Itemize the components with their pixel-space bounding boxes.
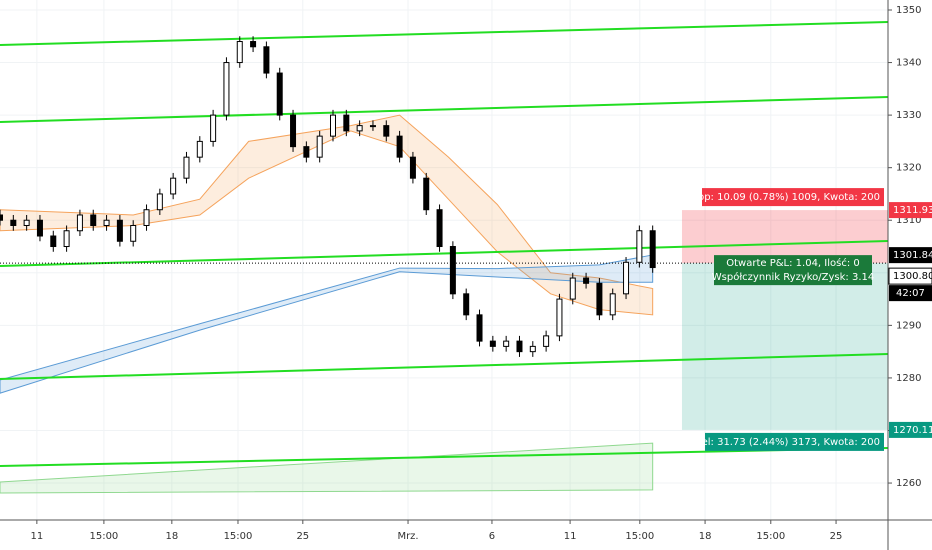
countdown: 42:07: [896, 288, 925, 299]
x-tick-label: 18: [165, 531, 178, 542]
candle-body: [0, 214, 3, 221]
candle-body: [489, 340, 496, 347]
y-tick-label: 1280: [896, 373, 921, 384]
candle-body: [396, 135, 403, 158]
stop-price-tag: 1311.93: [893, 205, 932, 216]
candle-body: [569, 277, 576, 300]
y-tick-label: 1330: [896, 110, 921, 121]
x-tick-label: 18: [699, 531, 712, 542]
candle-body: [210, 114, 217, 142]
x-tick-label: 25: [296, 531, 309, 542]
x-tick-label: 15:00: [625, 531, 654, 542]
trend-line: [0, 239, 889, 268]
candle-body: [263, 46, 270, 74]
candle-body: [10, 219, 17, 226]
candle-body: [436, 209, 443, 248]
x-tick-label: 11: [30, 531, 43, 542]
candle-body: [543, 335, 550, 347]
candle-body: [236, 41, 243, 64]
candle-body: [529, 345, 536, 353]
y-tick-label: 1320: [896, 163, 921, 174]
candle-body: [276, 72, 283, 116]
candle-body: [449, 246, 456, 295]
candle-body: [583, 277, 590, 284]
candle-body: [356, 125, 363, 132]
candle-body: [223, 62, 230, 116]
trend-line: [0, 353, 889, 381]
indicator-band: [0, 254, 654, 394]
candle-body: [143, 209, 150, 226]
candle-body: [50, 235, 57, 248]
candle-body: [516, 340, 523, 353]
candle-body: [63, 230, 70, 248]
candle-body: [250, 41, 257, 48]
x-tick-label: Mrz.: [397, 531, 418, 542]
candle-body: [609, 293, 616, 316]
pnl-box: [714, 255, 872, 286]
candle-body: [623, 261, 630, 295]
candle-body: [596, 282, 603, 316]
x-tick-label: 15:00: [224, 531, 253, 542]
candle-body: [423, 177, 430, 211]
y-tick-label: 1310: [896, 215, 921, 226]
last-price-tag: 1300.80: [893, 271, 932, 282]
entry-price-tag: 1301.84: [893, 250, 932, 261]
candle-body: [183, 156, 190, 179]
target-label: Cel: 31.73 (2.44%) 3173, Kwota: 200: [695, 437, 880, 448]
last-price-tag-bg: [888, 267, 932, 285]
y-tick-label: 1340: [896, 58, 921, 69]
candle-body: [23, 219, 30, 226]
stop-zone: [681, 210, 888, 264]
candle-body: [636, 230, 643, 263]
candle-body: [556, 298, 563, 337]
candle-body: [316, 135, 323, 158]
entry-price-tag-bg: [889, 247, 932, 264]
ratio-label: Współczynnik Ryzyko/Zysk: 3.14: [712, 271, 875, 283]
target-price-tag-bg: [889, 421, 932, 438]
y-tick-label: 1350: [896, 5, 921, 16]
y-tick-label: 1260: [896, 478, 921, 489]
candle-body: [409, 156, 416, 179]
pnl-label: Otwarte P&L: 1.04, Ilość: 0: [726, 257, 860, 269]
candle-body: [383, 125, 390, 137]
candle-body: [476, 314, 483, 342]
candle-body: [103, 219, 110, 226]
candle-body: [196, 140, 203, 158]
candle-body: [463, 293, 470, 316]
candle-body: [116, 219, 123, 242]
candle-body: [649, 230, 656, 269]
x-tick-label: 15:00: [756, 531, 785, 542]
candle-body: [90, 214, 97, 226]
x-tick-label: 25: [830, 531, 843, 542]
candle-body: [343, 114, 350, 132]
candle-body: [36, 219, 43, 237]
candle-body: [76, 214, 83, 232]
candle-body: [369, 125, 376, 128]
x-tick-label: 11: [564, 531, 577, 542]
indicator-band: [0, 114, 654, 316]
candle-body: [156, 193, 163, 211]
trend-line: [0, 95, 889, 123]
trend-line: [0, 446, 889, 468]
candle-body: [330, 114, 336, 137]
candle-body: [130, 224, 137, 242]
stop-label: Stop: 10.09 (0.78%) 1009, Kwota: 200: [688, 192, 880, 203]
stop-label-box: [702, 188, 884, 207]
y-tick-label: 1290: [896, 320, 921, 331]
x-tick-label: 6: [489, 531, 495, 542]
candle-body: [503, 340, 510, 347]
stop-price-tag-bg: [889, 202, 932, 219]
countdown-bg: [889, 285, 932, 302]
x-tick-label: 15:00: [89, 531, 118, 542]
target-zone: [681, 263, 888, 430]
target-price-tag: 1270.11: [893, 425, 932, 436]
candle-body: [170, 177, 177, 195]
trend-line: [0, 20, 889, 46]
target-label-box: [705, 432, 884, 451]
candle-body: [303, 146, 310, 158]
candle-body: [290, 114, 297, 148]
